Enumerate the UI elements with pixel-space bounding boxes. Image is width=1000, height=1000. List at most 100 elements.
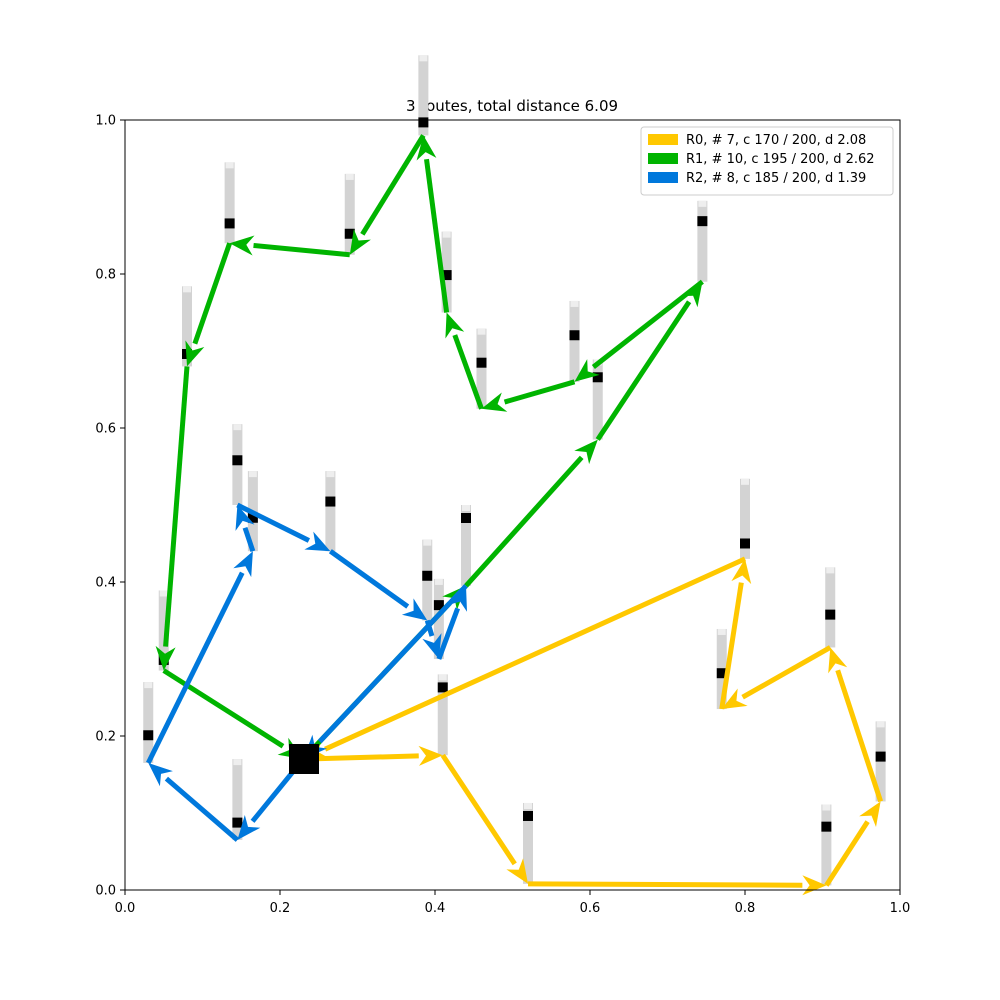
customer-bar xyxy=(232,424,243,505)
route-segment xyxy=(163,366,190,647)
customer-demand-marker xyxy=(422,570,433,581)
customer-cap-top xyxy=(462,505,470,511)
customer-cap-top xyxy=(183,286,191,293)
customer-bar xyxy=(569,300,580,382)
legend: R0, # 7, c 170 / 200, d 2.08 R1, # 10, c … xyxy=(640,126,894,196)
customer-cap-top xyxy=(326,471,335,478)
customer-cap-top xyxy=(144,682,153,689)
x-tick-label: 0.4 xyxy=(425,901,446,916)
customer-demand-marker xyxy=(476,357,487,368)
axes: 0.0 0.2 0.4 0.6 0.8 1.0 0.0 0.2 0.4 0.6 0.8 1.0 xyxy=(95,114,910,917)
route-segment xyxy=(503,379,576,405)
customer-demand-marker xyxy=(247,512,258,523)
y-tick-label: 0.6 xyxy=(95,422,116,437)
customer-capacity-bar xyxy=(143,682,154,763)
customer-cap-top xyxy=(233,759,242,766)
routes-layer xyxy=(146,134,884,896)
route-arrowhead xyxy=(416,135,437,161)
customer-demand-marker xyxy=(875,751,886,762)
route-segment xyxy=(824,820,870,887)
customer-cap-top xyxy=(248,471,257,478)
route-segment xyxy=(162,668,285,749)
customer-demand-marker xyxy=(592,372,603,383)
x-tick-label: 0.0 xyxy=(115,901,136,916)
x-tick-label: 0.2 xyxy=(270,901,291,916)
route-segment xyxy=(303,753,419,762)
customer-bar xyxy=(461,505,471,586)
customer-cap-top xyxy=(524,802,532,809)
customer-demand-marker xyxy=(523,810,533,821)
y-tick-label: 0.0 xyxy=(95,884,116,899)
customer-demand-marker xyxy=(224,218,235,229)
customer-bar xyxy=(740,478,750,559)
customer-bar xyxy=(441,231,452,313)
route-arrowhead xyxy=(418,745,443,766)
customer-cap-top xyxy=(423,539,432,546)
customer-bar xyxy=(325,471,336,552)
customer-cap-top xyxy=(159,590,168,597)
customer-capacity-bar xyxy=(224,162,235,244)
customer-cap-top xyxy=(434,578,443,585)
route-segment xyxy=(741,645,832,700)
customer-capacity-bar xyxy=(232,759,243,840)
route-segment xyxy=(719,582,744,710)
customer-capacity-bar xyxy=(325,471,336,552)
legend-box xyxy=(640,126,894,196)
customer-bar xyxy=(224,162,235,244)
route-segment xyxy=(835,669,884,803)
route-segment xyxy=(440,753,517,866)
route-arrowhead xyxy=(574,439,598,465)
customer-bar xyxy=(437,674,448,756)
legend-swatch xyxy=(648,172,678,183)
customer-demand-marker xyxy=(441,270,452,281)
customer-bar xyxy=(476,328,487,409)
customer-demand-bars xyxy=(143,55,886,886)
route-segment xyxy=(595,300,692,441)
customer-cap-top xyxy=(826,567,835,574)
route-arrowhead xyxy=(481,392,508,412)
customer-capacity-bar xyxy=(461,505,471,586)
customer-capacity-bar xyxy=(825,567,836,648)
customer-cap-top xyxy=(570,300,579,307)
customer-capacity-bar xyxy=(158,590,169,671)
customer-demand-marker xyxy=(569,330,580,341)
y-tick-label: 1.0 xyxy=(95,114,116,129)
route-0 xyxy=(303,556,884,896)
y-tick-label: 0.4 xyxy=(95,576,116,591)
legend-label: R1, # 10, c 195 / 200, d 2.62 xyxy=(686,152,875,167)
route-arrowhead xyxy=(574,359,600,382)
customer-demand-marker xyxy=(232,455,243,466)
customer-demand-marker xyxy=(143,730,154,741)
customer-bar xyxy=(825,567,836,648)
route-arrowhead xyxy=(445,312,465,339)
customer-demand-marker xyxy=(697,216,708,227)
route-segment xyxy=(164,776,240,842)
route-arrowhead xyxy=(304,531,331,552)
route-arrowhead xyxy=(185,340,205,367)
route-arrowhead xyxy=(859,801,881,827)
customer-demand-marker xyxy=(325,496,336,507)
customer-demand-marker xyxy=(740,538,750,549)
route-arrowhead xyxy=(506,858,528,884)
legend-swatch xyxy=(648,134,678,145)
customer-bar xyxy=(821,804,832,886)
route-segment xyxy=(452,334,484,410)
customer-bar xyxy=(143,682,154,763)
customer-bar xyxy=(875,721,886,802)
route-arrowhead xyxy=(828,647,848,674)
x-tick-label: 0.6 xyxy=(580,901,601,916)
customer-demand-marker xyxy=(433,600,444,611)
customer-demand-marker xyxy=(716,668,727,679)
customer-capacity-bar xyxy=(697,200,708,282)
route-segment xyxy=(146,571,245,765)
customer-bar xyxy=(232,759,243,840)
customer-capacity-bar xyxy=(740,478,750,559)
customer-demand-marker xyxy=(825,609,836,620)
customer-demand-marker xyxy=(437,682,448,693)
customer-bar xyxy=(422,539,433,621)
customer-capacity-bar xyxy=(569,300,580,382)
customer-cap-top xyxy=(741,478,749,485)
customer-cap-top xyxy=(233,424,242,431)
route-segment xyxy=(436,607,460,660)
